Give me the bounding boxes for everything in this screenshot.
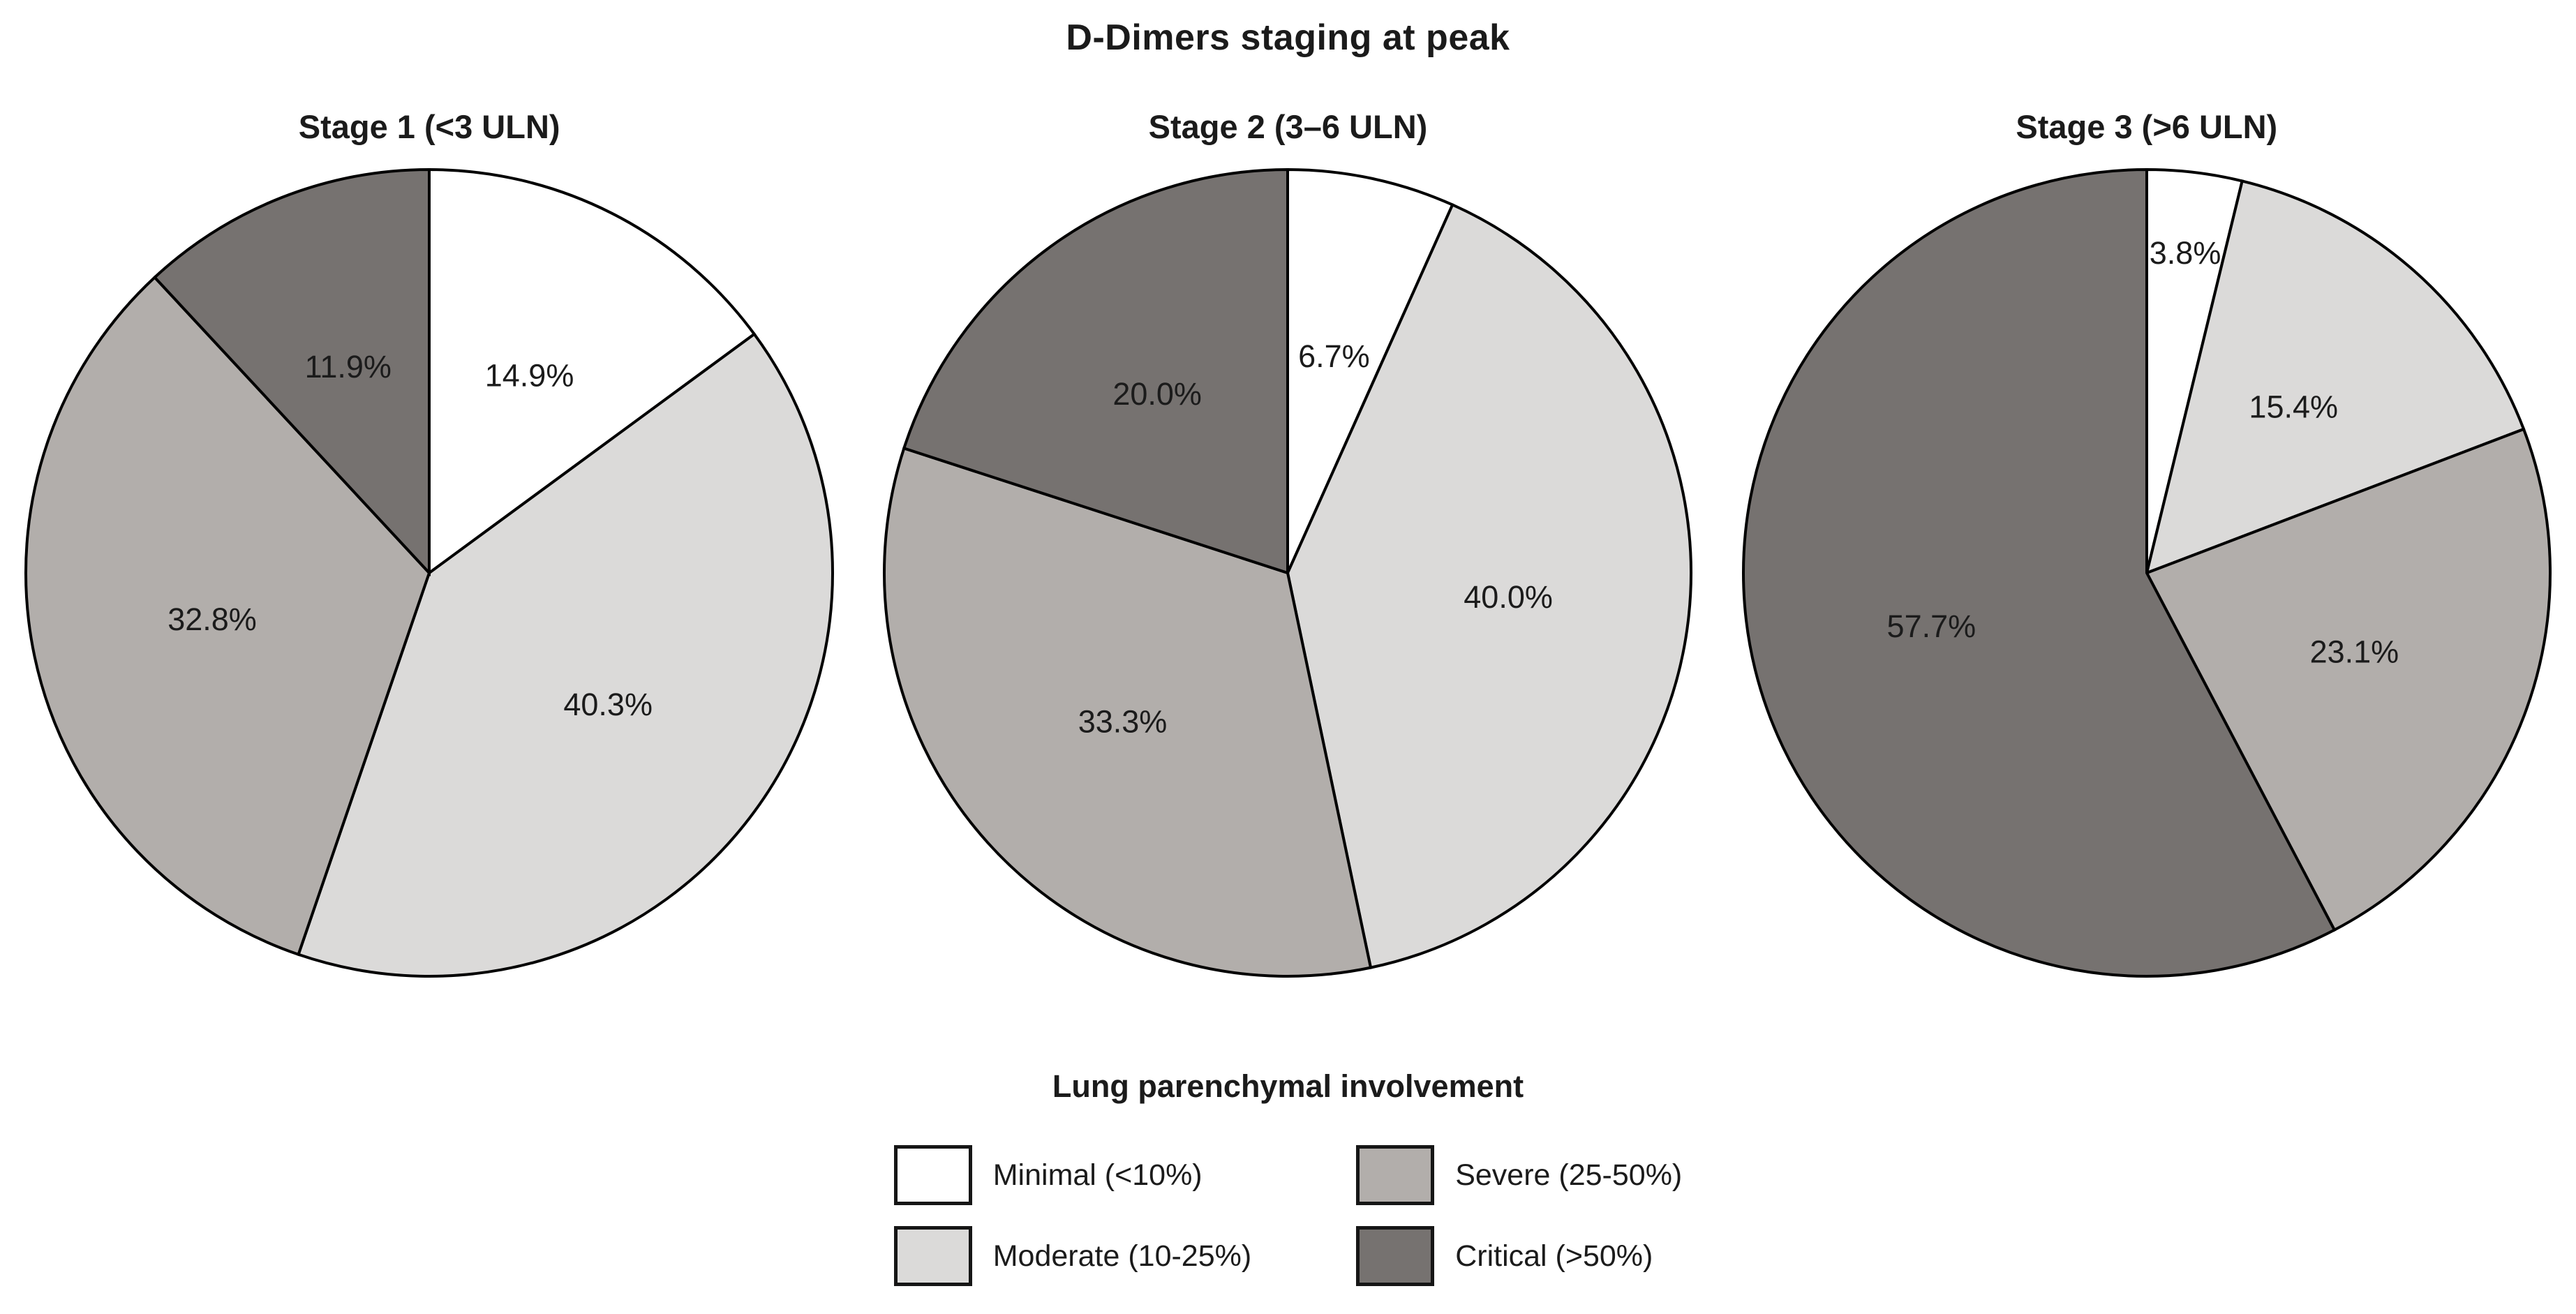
pie-slice-label: 57.7% <box>1886 609 1976 644</box>
legend-label-moderate: Moderate (10-25%) <box>992 1239 1252 1273</box>
pie-title-stage-1: Stage 1 (<3 ULN) <box>298 108 560 145</box>
legend-swatch-minimal <box>893 1145 972 1205</box>
pie-slice-label: 40.0% <box>1464 579 1554 615</box>
figure: D-Dimers staging at peak Stage 1 (<3 ULN… <box>0 17 2576 1286</box>
pie-slice-label: 3.8% <box>2150 235 2221 271</box>
pie-slice <box>2144 427 2552 932</box>
pie-slice <box>24 275 431 957</box>
pie-svg-stage-3: 3.8% 15.4% 23.1% 57.7% <box>1741 167 2552 978</box>
pie-slice <box>902 167 1290 575</box>
pie-svg-stage-1: 14.9% 40.3% 32.8% 11.9% <box>24 167 835 978</box>
legend-item-minimal: Minimal (<10%) <box>893 1145 1251 1205</box>
legend-swatch-critical <box>1356 1226 1435 1286</box>
pie-slice <box>2144 179 2526 576</box>
pie-slice-label: 40.3% <box>564 687 653 722</box>
pie-slice <box>428 167 757 576</box>
legend-label-minimal: Minimal (<10%) <box>992 1158 1203 1192</box>
pie-slice <box>152 167 431 577</box>
pie-slice-label: 11.9% <box>305 349 392 385</box>
pie-title-stage-3: Stage 3 (>6 ULN) <box>2016 108 2278 145</box>
figure-title: D-Dimers staging at peak <box>1066 17 1510 58</box>
pie-slice-label: 15.4% <box>2249 389 2338 425</box>
pie-slice-label: 33.3% <box>1078 703 1168 739</box>
legend-title: Lung parenchymal involvement <box>1052 1068 1524 1104</box>
pie-slice <box>883 446 1373 978</box>
pie-slice-label: 23.1% <box>2309 634 2399 669</box>
legend-label-severe: Severe (25-50%) <box>1455 1158 1683 1192</box>
pie-chart-stage-3: Stage 3 (>6 ULN) 3.8% 15.4% 23.1% 57.7% <box>1718 107 2576 999</box>
pie-slice <box>1286 202 1693 969</box>
pie-slice-label: 32.8% <box>167 602 257 637</box>
legend-swatch-moderate <box>893 1226 972 1286</box>
pie-slice <box>1286 167 1455 574</box>
legend-swatch-severe <box>1356 1145 1435 1205</box>
pie-title-stage-2: Stage 2 (3–6 ULN) <box>1148 108 1428 145</box>
legend-item-severe: Severe (25-50%) <box>1356 1145 1682 1205</box>
pie-slice <box>1741 167 2337 978</box>
pie-chart-stage-1: Stage 1 (<3 ULN) 14.9% 40.3% 32.8% 11.9% <box>0 107 858 999</box>
pie-slice <box>297 331 835 978</box>
charts-row: Stage 1 (<3 ULN) 14.9% 40.3% 32.8% 11.9% St… <box>0 107 2576 999</box>
pie-slice-label: 14.9% <box>485 357 574 393</box>
pie-slice-label: 6.7% <box>1299 338 1371 374</box>
legend-grid: Minimal (<10%) Moderate (10-25%) Severe … <box>893 1145 1682 1286</box>
legend: Lung parenchymal involvement Minimal (<1… <box>0 1068 2576 1286</box>
legend-item-critical: Critical (>50%) <box>1356 1226 1682 1286</box>
pie-slice-label: 20.0% <box>1113 376 1203 412</box>
pie-svg-stage-2: 6.7% 40.0% 33.3% 20.0% <box>883 167 1693 978</box>
pie-chart-stage-2: Stage 2 (3–6 ULN) 6.7% 40.0% 33.3% 20.0% <box>858 107 1717 999</box>
legend-label-critical: Critical (>50%) <box>1455 1239 1653 1273</box>
legend-item-moderate: Moderate (10-25%) <box>893 1226 1252 1286</box>
